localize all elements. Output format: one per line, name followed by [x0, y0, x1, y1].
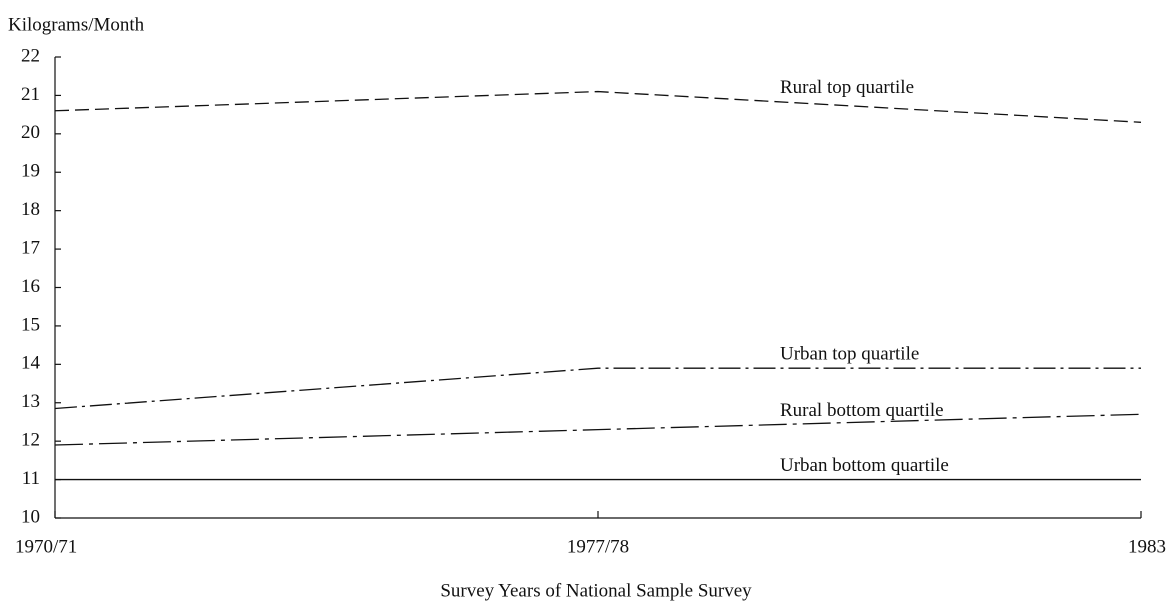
x-tick-label: 1983: [1128, 536, 1166, 557]
y-tick-label: 10: [21, 506, 40, 527]
y-tick-label: 11: [22, 468, 40, 489]
x-tick-label: 1970/71: [15, 536, 77, 557]
series-label: Urban bottom quartile: [780, 455, 949, 476]
y-tick-label: 19: [21, 161, 40, 182]
series-line: [54, 90, 1142, 123]
y-tick-label: 17: [21, 237, 40, 258]
x-tick-label: 1977/78: [567, 536, 629, 557]
y-tick-label: 21: [21, 84, 40, 105]
series-label: Rural bottom quartile: [780, 400, 944, 421]
y-tick-label: 20: [21, 122, 40, 143]
y-tick-label: 13: [21, 391, 40, 412]
y-tick-label: 18: [21, 199, 40, 220]
y-tick-label: 22: [21, 45, 40, 66]
y-tick-label: 14: [21, 353, 41, 374]
x-axis-label: Survey Years of National Sample Survey: [440, 580, 752, 601]
series-label: Urban top quartile: [780, 344, 919, 365]
y-tick-label: 15: [21, 314, 40, 335]
y-tick-label: 12: [21, 430, 40, 451]
series-label: Rural top quartile: [780, 77, 914, 98]
series-line: [54, 413, 1142, 446]
y-axis-label: Kilograms/Month: [8, 14, 145, 35]
series-line: [54, 367, 1141, 410]
y-tick-label: 16: [21, 276, 40, 297]
